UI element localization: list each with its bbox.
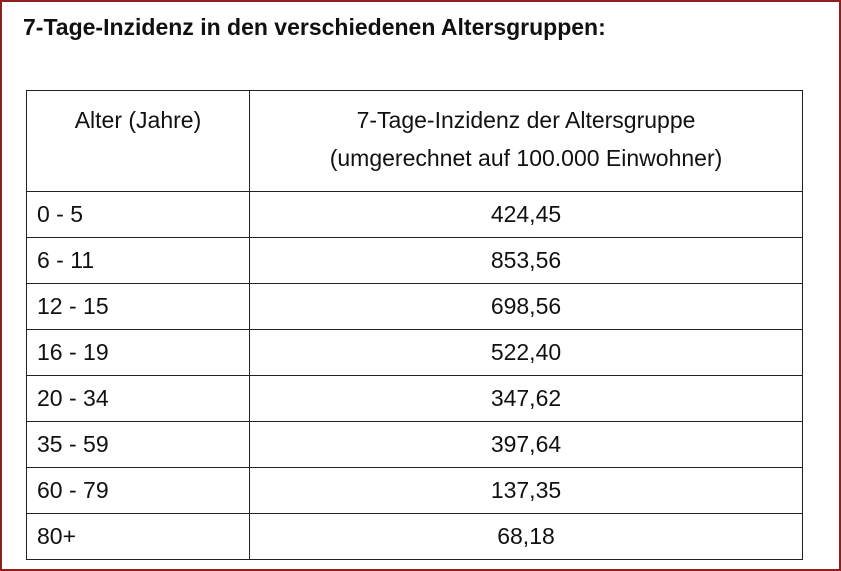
table-row: 80+ 68,18 bbox=[26, 513, 803, 560]
age-cell: 16 - 19 bbox=[26, 329, 250, 376]
table-row: 20 - 34 347,62 bbox=[26, 375, 803, 422]
value-cell: 698,56 bbox=[249, 283, 803, 330]
value-cell: 137,35 bbox=[249, 467, 803, 514]
age-cell: 60 - 79 bbox=[26, 467, 250, 514]
table-row: 35 - 59 397,64 bbox=[26, 421, 803, 468]
value-cell: 424,45 bbox=[249, 191, 803, 238]
age-cell: 20 - 34 bbox=[26, 375, 250, 422]
age-cell: 35 - 59 bbox=[26, 421, 250, 468]
header-cell: Alter (Jahre) bbox=[26, 90, 250, 192]
table-row: 60 - 79 137,35 bbox=[26, 467, 803, 514]
value-cell: 347,62 bbox=[249, 375, 803, 422]
value-cell: 853,56 bbox=[249, 237, 803, 284]
table-body: 0 - 5 424,45 6 - 11 853,56 12 - 15 698,56 16 -… bbox=[26, 191, 803, 560]
age-cell: 12 - 15 bbox=[26, 283, 250, 330]
table-row: 6 - 11 853,56 bbox=[26, 237, 803, 284]
age-cell: 80+ bbox=[26, 513, 250, 560]
table-row: 0 - 5 424,45 bbox=[26, 191, 803, 238]
header-line: (umgerechnet auf 100.000 Einwohner) bbox=[329, 145, 723, 171]
table-row: 16 - 19 522,40 bbox=[26, 329, 803, 376]
value-cell: 522,40 bbox=[249, 329, 803, 376]
value-cell: 68,18 bbox=[249, 513, 803, 560]
value-cell: 397,64 bbox=[249, 421, 803, 468]
header-line: 7-Tage-Inzidenz der Altersgruppe bbox=[356, 107, 696, 133]
table-row: 12 - 15 698,56 bbox=[26, 283, 803, 330]
age-cell: 6 - 11 bbox=[26, 237, 250, 284]
incidence-table: Alter (Jahre) 7-Tage-Inzidenz der Alters… bbox=[26, 90, 803, 560]
header-cell: 7-Tage-Inzidenz der Altersgruppe (umgere… bbox=[249, 90, 803, 192]
header-row: Alter (Jahre) 7-Tage-Inzidenz der Alters… bbox=[26, 90, 803, 192]
title: 7-Tage-Inzidenz in den verschiedenen Alt… bbox=[23, 14, 606, 40]
age-cell: 0 - 5 bbox=[26, 191, 250, 238]
